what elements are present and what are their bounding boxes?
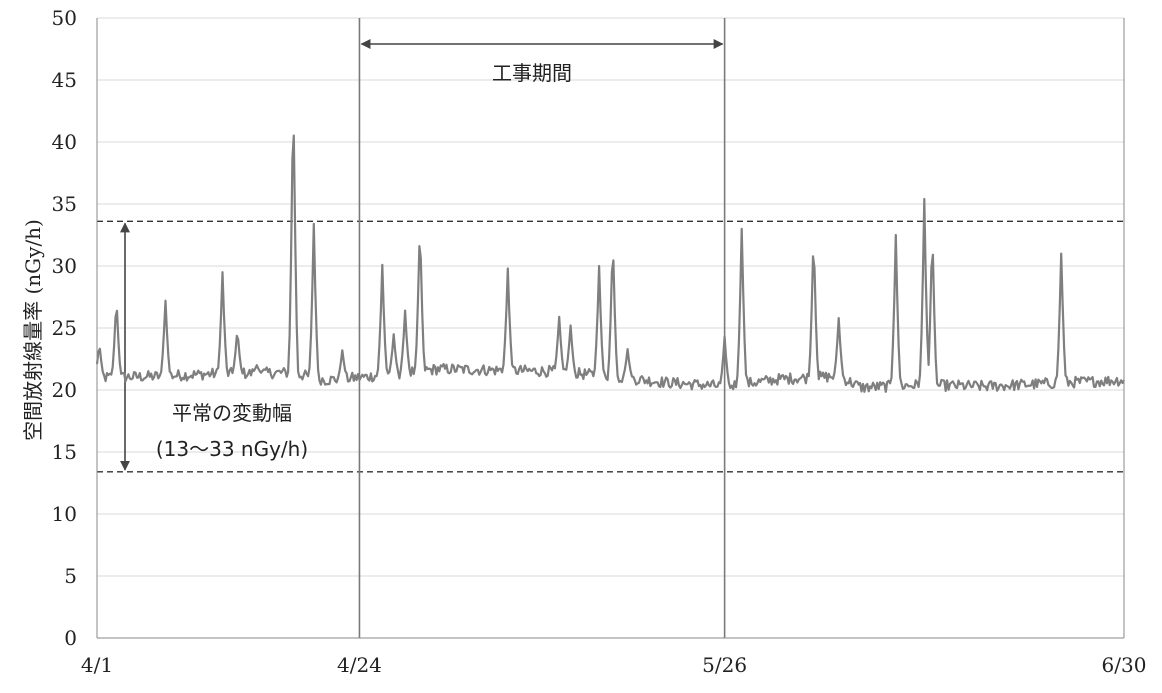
y-tick-label: 35 (52, 192, 77, 216)
y-tick-label: 30 (52, 254, 77, 278)
x-tick-label: 4/24 (337, 653, 382, 677)
normal-range-label-line1: 平常の変動幅 (172, 401, 292, 425)
y-tick-label: 45 (52, 68, 77, 92)
y-tick-label: 20 (52, 378, 77, 402)
normal-range-label-line2: (13～33 nGy/h) (156, 437, 308, 461)
y-tick-label: 25 (52, 316, 77, 340)
axes: 0 5 10 15 20 25 30 35 40 45 50 4/1 4/24 5/26 6/30 (52, 6, 1147, 677)
normal-range (97, 220, 1124, 473)
y-tick-label: 0 (64, 626, 77, 650)
series-line (95, 134, 1125, 393)
y-tick-label: 15 (52, 440, 77, 464)
y-tick-label: 50 (52, 6, 77, 30)
y-tick-label: 10 (52, 502, 77, 526)
x-tick-label: 4/1 (81, 653, 113, 677)
y-tick-label: 5 (64, 564, 77, 588)
x-tick-label: 5/26 (702, 653, 747, 677)
construction-period-label: 工事期間 (492, 61, 572, 85)
construction-period (358, 18, 726, 638)
x-tick-label: 6/30 (1102, 653, 1147, 677)
y-axis-label: 空間放射線量率 (nGy/h) (21, 219, 45, 441)
series-layer (95, 86, 1125, 393)
y-tick-label: 40 (52, 130, 77, 154)
